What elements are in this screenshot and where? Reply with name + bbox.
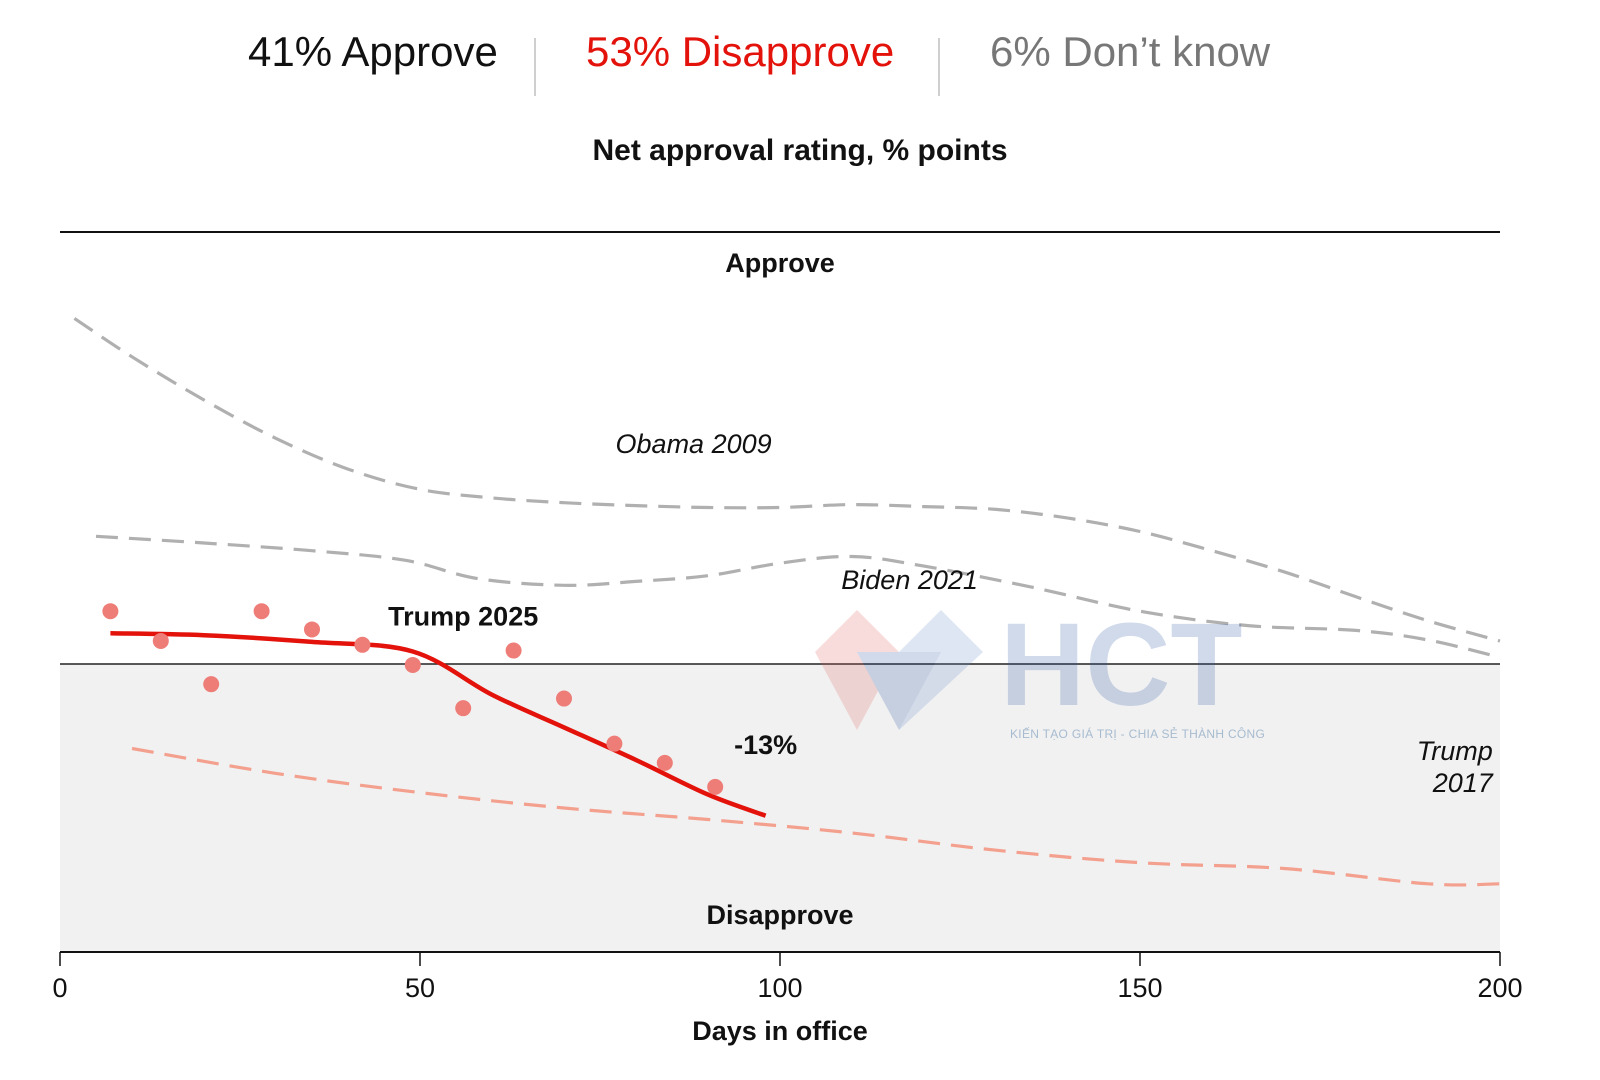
hct-watermark: HCT	[815, 599, 1285, 740]
poll-dot	[253, 603, 270, 620]
poll-dot	[354, 636, 371, 653]
approve-region-label: Approve	[725, 248, 835, 278]
trump-2017-label: Trump 2017	[1417, 736, 1494, 798]
disapprove-region-label: Disapprove	[706, 900, 853, 930]
diamond-logo-icon	[815, 610, 983, 730]
trump-2025-label: Trump 2025	[388, 602, 538, 632]
x-axis-ticks: 0 50 100 150 200	[52, 952, 1523, 1003]
poll-dot	[455, 700, 472, 717]
watermark-tagline: KIẾN TẠO GIÁ TRỊ - CHIA SẺ THÀNH CÔNG	[1010, 727, 1266, 741]
series-layer	[73, 317, 1501, 887]
annotation-layer: Obama 2009 Biden 2021 Trump 2025 Trump 2017 -…	[388, 429, 1494, 798]
trump-2025-end-value: -13%	[734, 730, 797, 760]
trump-2025-line	[110, 631, 767, 818]
biden-2021-line	[95, 534, 1501, 659]
x-tick-label: 100	[757, 973, 802, 1003]
obama-2009-label: Obama 2009	[616, 429, 772, 459]
x-tick-label: 200	[1477, 973, 1522, 1003]
poll-dot	[656, 754, 673, 771]
approval-summary: 41% Approve 53% Disapprove 6% Don’t know	[0, 20, 1600, 96]
dont-know-stat: 6% Don’t know	[990, 28, 1271, 75]
x-tick-label: 0	[52, 973, 67, 1003]
poll-dot	[102, 603, 119, 620]
summary-divider	[534, 38, 536, 96]
disapprove-zone	[60, 664, 1500, 952]
watermark-logo-text: HCT	[1000, 610, 1243, 731]
poll-dot	[505, 642, 522, 659]
obama-2009-line	[73, 317, 1501, 643]
disapprove-stat: 53% Disapprove	[586, 28, 895, 75]
poll-dot	[304, 621, 320, 638]
x-axis-title: Days in office	[692, 1016, 868, 1046]
poll-dot	[707, 778, 724, 795]
biden-2021-label: Biden 2021	[841, 565, 978, 595]
x-tick-label: 50	[405, 973, 435, 1003]
poll-dot	[404, 656, 421, 673]
poll-dot	[152, 632, 169, 649]
x-tick-label: 150	[1117, 973, 1162, 1003]
approve-stat: 41% Approve	[248, 28, 498, 75]
trump-2017-line	[131, 746, 1501, 887]
poll-dot	[556, 690, 572, 707]
poll-dot	[203, 676, 220, 693]
poll-dot	[606, 735, 623, 752]
summary-divider	[938, 38, 940, 96]
chart-subtitle: Net approval rating, % points	[592, 134, 1008, 167]
